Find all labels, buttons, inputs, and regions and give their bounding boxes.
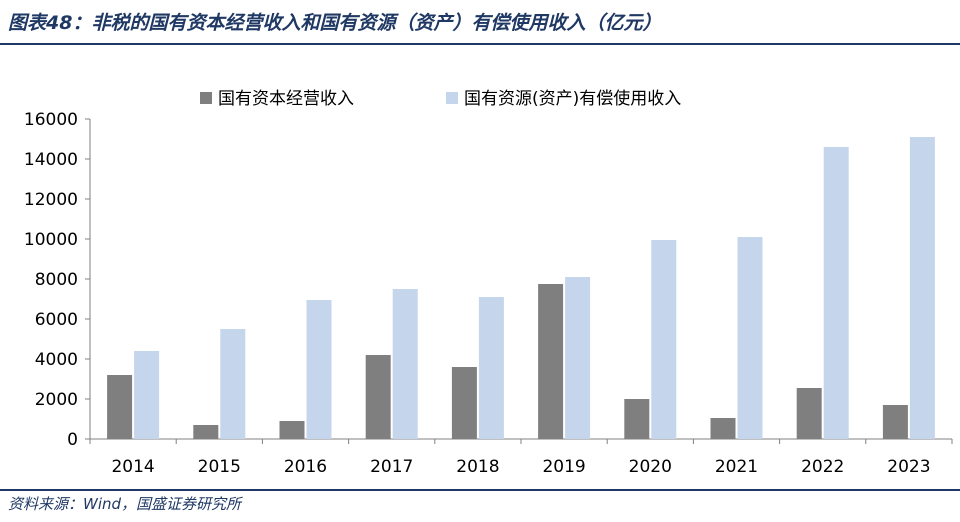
y-tick-label: 14000: [24, 150, 78, 170]
bar-series-2: [909, 137, 935, 439]
figure-title: 图表48：非税的国有资本经营收入和国有资源（资产）有偿使用收入（亿元）: [8, 12, 662, 34]
bar-series-2: [392, 289, 418, 439]
bar-series-2: [478, 297, 504, 439]
bar-series-1: [710, 418, 736, 439]
x-tick-label: 2020: [629, 457, 672, 477]
x-tick-label: 2019: [542, 457, 585, 477]
x-tick-label: 2017: [370, 457, 413, 477]
y-tick-label: 8000: [35, 270, 78, 290]
y-tick-label: 0: [67, 430, 78, 450]
y-tick-label: 12000: [24, 190, 78, 210]
bar-series-1: [107, 375, 133, 439]
legend-swatch: [446, 92, 458, 104]
x-tick-label: 2021: [715, 457, 758, 477]
bar-series-2: [220, 329, 246, 439]
legend-swatch: [200, 92, 212, 104]
y-axis: 0 2000 4000 6000 8000 10000 12000 14000 16000: [24, 110, 91, 450]
x-tick-label: 2015: [198, 457, 241, 477]
x-axis: 2014 2015 2016 2017 2018 2019 2020 2021 2022 2023: [89, 438, 953, 477]
bar-series-1: [365, 355, 391, 439]
source-note: 资料来源：Wind，国盛证券研究所: [8, 495, 242, 513]
bar-series-1: [279, 421, 305, 439]
bar-chart: 国有资本经营收入 国有资源(资产)有偿使用收入 0 2000 4000 6000 8000…: [24, 88, 953, 477]
bar-series-2: [565, 277, 591, 439]
y-tick-label: 16000: [24, 110, 78, 130]
title-divider: [0, 43, 960, 45]
y-tick-label: 2000: [35, 390, 78, 410]
x-tick-label: 2016: [284, 457, 327, 477]
x-tick-label: 2023: [887, 457, 930, 477]
legend-label: 国有资本经营收入: [218, 89, 354, 109]
bar-series-1: [451, 367, 477, 439]
bar-series-2: [306, 300, 332, 439]
bar-series-1: [538, 284, 564, 439]
bar-series-1: [882, 405, 908, 439]
y-tick-label: 4000: [35, 350, 78, 370]
x-tick-label: 2022: [801, 457, 844, 477]
x-tick-label: 2018: [456, 457, 499, 477]
y-tick-label: 10000: [24, 230, 78, 250]
bars: [107, 137, 935, 439]
bar-series-2: [737, 237, 763, 439]
bar-series-1: [624, 399, 650, 439]
bar-series-2: [823, 147, 849, 439]
bar-series-2: [651, 240, 677, 439]
bar-series-1: [796, 388, 822, 439]
y-tick-label: 6000: [35, 310, 78, 330]
bar-series-2: [134, 351, 160, 439]
source-divider: [0, 489, 960, 491]
legend-label: 国有资源(资产)有偿使用收入: [464, 88, 681, 109]
x-tick-label: 2014: [111, 457, 154, 477]
chart-legend: 国有资本经营收入 国有资源(资产)有偿使用收入: [200, 88, 681, 109]
bar-series-1: [193, 425, 219, 439]
